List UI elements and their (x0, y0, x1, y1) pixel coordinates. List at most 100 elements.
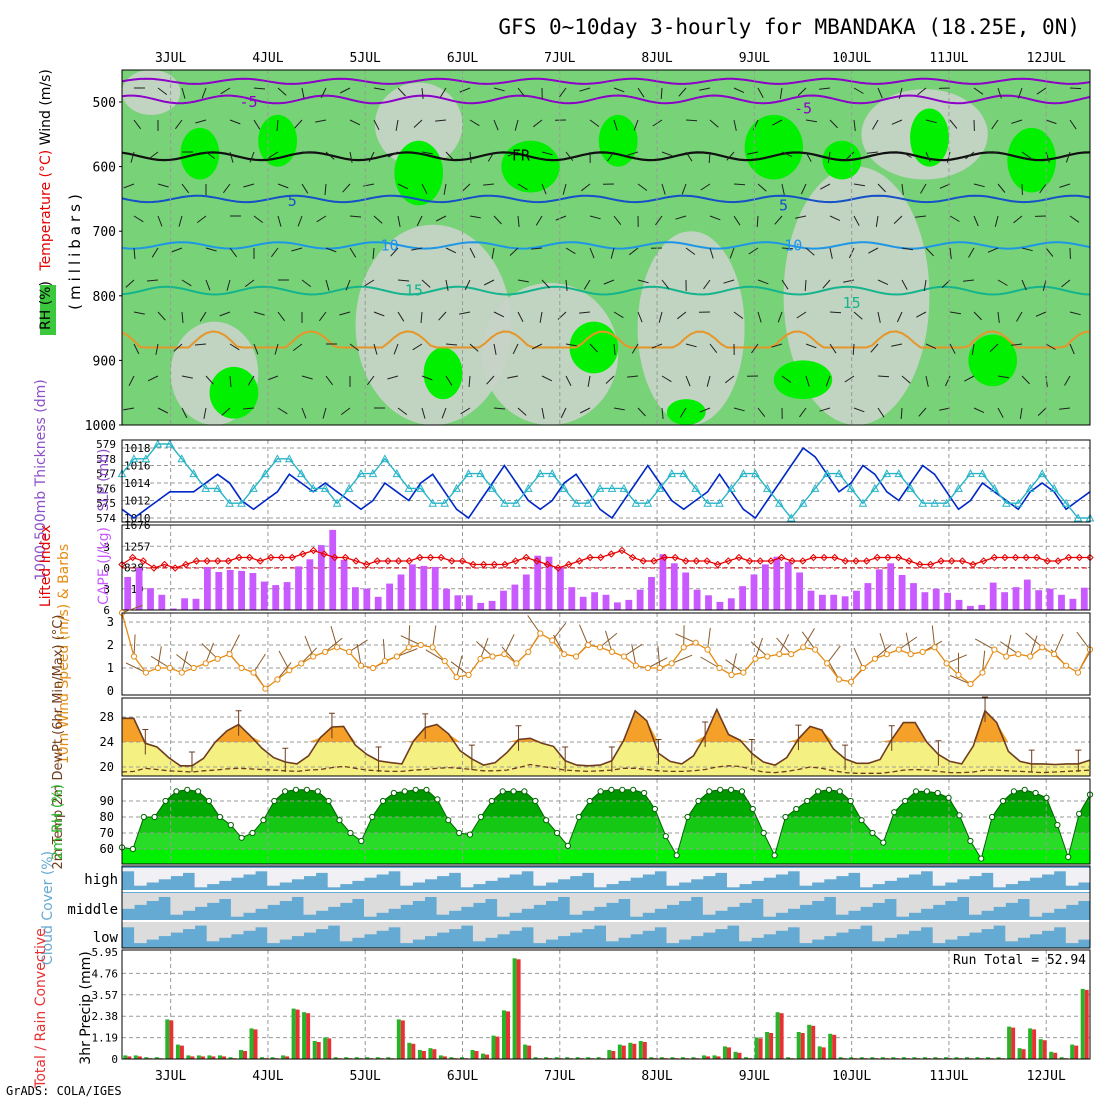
precip-convective-bar (1074, 1045, 1079, 1059)
thickness-point (416, 483, 426, 492)
wind-barb (733, 215, 741, 226)
wind-barb (923, 279, 927, 291)
cape-bar (978, 604, 986, 610)
wind-barb (730, 653, 737, 676)
wind-barb (877, 279, 889, 286)
wind-barb (708, 151, 711, 164)
cloud-clear-block (666, 868, 680, 886)
wind-barb (229, 343, 240, 351)
wind-barb (364, 279, 375, 287)
precip-total-bar (196, 1055, 201, 1059)
cloud-clear-block (230, 893, 244, 917)
wind-barb (781, 279, 789, 290)
wind-barb (685, 375, 691, 387)
cape-bar (522, 574, 530, 610)
wind-barb (709, 119, 719, 128)
wind-speed-point (166, 664, 173, 672)
cloud-clear-block (872, 868, 885, 885)
cape-bar (682, 572, 690, 610)
dry-region (374, 82, 463, 167)
wind-barb (772, 119, 783, 126)
date-label-top: 5JUL (350, 51, 381, 66)
wind-barb (1053, 633, 1064, 655)
wind-barb (579, 407, 591, 414)
cape-bar (841, 596, 849, 610)
precip-convective-bar (222, 1056, 226, 1059)
precip-convective-bar (200, 1056, 205, 1059)
wind-barb (733, 183, 746, 186)
wind-barb (781, 375, 792, 383)
rh-point (902, 797, 909, 805)
cloud-clear-block (182, 868, 196, 873)
cape-bar (1069, 598, 1077, 610)
cloud-clear-block (339, 868, 353, 885)
moist-region (501, 140, 560, 193)
thickness-point (607, 483, 617, 492)
precip-convective-bar (516, 959, 521, 1059)
wind-barb (349, 151, 353, 163)
wind-barb (517, 87, 526, 98)
cloud-clear-block (327, 922, 341, 926)
cape-bar (910, 583, 917, 610)
wind-barb (128, 375, 135, 387)
precip-convective-bar (1053, 1052, 1058, 1059)
precip-convective-bar (779, 1013, 784, 1059)
cloud-clear-block (339, 893, 353, 903)
wind-barb (469, 119, 480, 127)
cloud-clear-block (134, 893, 147, 905)
temp-tick-label: 20 (100, 760, 114, 774)
wind-barb (678, 87, 687, 97)
wind-speed-point (549, 637, 556, 644)
wind-barb (750, 641, 768, 657)
thickness-point (643, 498, 653, 507)
wind-barb (1069, 311, 1081, 316)
cape-bar (147, 588, 154, 610)
cape-bar (636, 589, 644, 610)
cloud-clear-block (823, 868, 837, 880)
cloud-clear-block (630, 868, 643, 878)
cape-bar (226, 569, 234, 610)
moist-region (773, 360, 833, 400)
cloud-clear-block (1041, 893, 1055, 913)
cape-bar (762, 564, 769, 610)
precip-total-bar (417, 1050, 422, 1059)
precip-total-bar (175, 1044, 180, 1059)
rh-point (869, 829, 876, 837)
wind-barb (637, 183, 648, 191)
thickness-point (774, 498, 784, 507)
precip-total-bar (154, 1057, 159, 1059)
wind-speed-point (346, 648, 353, 656)
wind-speed-point (835, 676, 843, 683)
wind-speed-point (178, 669, 185, 676)
wind-barb (486, 375, 495, 385)
rh-point (347, 829, 354, 837)
wind-barb (249, 151, 255, 163)
wind-barb (205, 642, 214, 664)
wind-barb (901, 183, 904, 195)
wind-barb (395, 119, 399, 131)
wind-speed-point (561, 651, 568, 658)
wind-barb (1011, 119, 1023, 124)
cloud-clear-block (400, 868, 413, 886)
wind-barb (661, 279, 670, 290)
wind-speed-point (525, 648, 532, 656)
cloud-clear-block (194, 868, 208, 888)
wind-barb (925, 343, 937, 350)
wind-barb (844, 375, 855, 383)
date-label-top: 11JUL (929, 51, 968, 66)
wind-barb (777, 311, 783, 323)
precip-convective-bar (243, 1051, 247, 1059)
precip-total-bar (922, 1057, 927, 1059)
precip-total-bar (607, 1050, 612, 1059)
wind-barb (356, 643, 362, 666)
thickness-point (930, 498, 939, 507)
cloud-clear-block (1017, 922, 1030, 938)
date-label-bottom: 3JUL (155, 1069, 186, 1084)
wind-barb (685, 343, 697, 348)
thickness-point (547, 469, 557, 478)
cape-bar (819, 594, 826, 610)
wind-barb (781, 183, 785, 195)
wind-barb (679, 407, 687, 418)
precip-convective-bar (758, 1038, 763, 1059)
cloud-clear-block (134, 922, 147, 944)
